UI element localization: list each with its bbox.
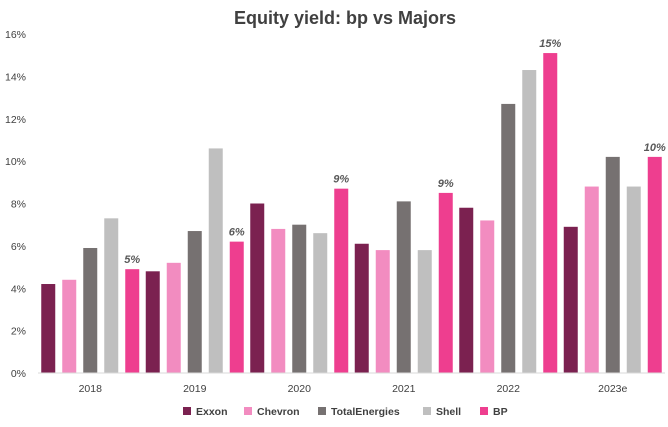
legend-swatch-totalenergies xyxy=(318,407,326,415)
y-tick-label: 6% xyxy=(11,241,26,253)
legend-label-totalenergies: TotalEnergies xyxy=(331,406,400,418)
y-tick-label: 0% xyxy=(11,368,26,380)
legend-label-chevron: Chevron xyxy=(257,406,300,418)
x-tick-label: 2022 xyxy=(497,383,521,395)
bar-chevron-2019 xyxy=(166,262,181,373)
legend-swatch-chevron xyxy=(244,407,252,415)
bar-shell-2019 xyxy=(208,148,223,373)
bar-shell-2022 xyxy=(522,70,537,374)
bar-bp-2020 xyxy=(334,188,349,373)
bar-totalenergies-2020 xyxy=(292,224,307,373)
x-tick-label: 2020 xyxy=(288,383,312,395)
x-axis-ticks: 2018 2019 2020 2021 2022 2023e xyxy=(79,383,628,395)
y-tick-label: 16% xyxy=(5,29,26,41)
bar-bp-2018 xyxy=(125,269,140,373)
bar-chevron-2018 xyxy=(62,279,77,373)
bar-bp-2021 xyxy=(438,192,453,373)
legend-label-shell: Shell xyxy=(436,406,461,418)
bar-chevron-2022 xyxy=(480,220,495,373)
bar-totalenergies-2019 xyxy=(187,231,202,373)
legend-item-exxon: Exxon xyxy=(183,406,228,418)
x-tick-label: 2019 xyxy=(183,383,207,395)
bar-exxon-2020 xyxy=(250,203,265,373)
bar-chevron-2023e xyxy=(584,186,599,373)
legend: Exxon Chevron TotalEnergies Shell BP xyxy=(183,406,508,418)
legend-item-chevron: Chevron xyxy=(244,406,300,418)
data-label-bp-2018: 5% xyxy=(124,254,140,266)
y-tick-label: 10% xyxy=(5,156,26,168)
data-labels: 5% 6% 9% 9% 15% 10% xyxy=(124,38,666,266)
y-tick-label: 12% xyxy=(5,114,26,126)
data-label-bp-2019: 6% xyxy=(229,227,245,239)
bar-totalenergies-2021 xyxy=(396,201,411,373)
legend-swatch-exxon xyxy=(183,407,191,415)
x-tick-label: 2018 xyxy=(79,383,103,395)
bars xyxy=(41,53,662,374)
legend-swatch-bp xyxy=(480,407,488,415)
legend-swatch-shell xyxy=(423,407,431,415)
y-axis-ticks: 0% 2% 4% 6% 8% 10% 12% 14% 16% xyxy=(5,29,26,380)
bar-shell-2020 xyxy=(313,233,328,373)
bar-exxon-2022 xyxy=(459,207,474,373)
bar-shell-2023e xyxy=(626,186,641,373)
data-label-bp-2023e: 10% xyxy=(644,142,666,154)
bar-exxon-2023e xyxy=(563,226,578,373)
y-tick-label: 2% xyxy=(11,326,26,338)
bar-totalenergies-2018 xyxy=(83,247,98,373)
bar-exxon-2018 xyxy=(41,284,56,373)
bar-exxon-2019 xyxy=(145,271,160,373)
data-label-bp-2020: 9% xyxy=(333,174,349,186)
bar-shell-2018 xyxy=(104,218,119,373)
legend-label-bp: BP xyxy=(493,406,508,418)
chart-title: Equity yield: bp vs Majors xyxy=(234,8,456,28)
y-tick-label: 8% xyxy=(11,199,26,211)
x-tick-label: 2023e xyxy=(598,383,627,395)
bar-totalenergies-2023e xyxy=(605,156,620,373)
bar-bp-2019 xyxy=(229,241,244,373)
bar-exxon-2021 xyxy=(354,243,369,373)
bar-totalenergies-2022 xyxy=(501,103,516,373)
legend-item-bp: BP xyxy=(480,406,508,418)
data-label-bp-2021: 9% xyxy=(438,178,454,190)
data-label-bp-2022: 15% xyxy=(539,38,561,50)
legend-item-totalenergies: TotalEnergies xyxy=(318,406,400,418)
bar-shell-2021 xyxy=(417,250,432,373)
bar-chevron-2020 xyxy=(271,228,286,373)
bar-chevron-2021 xyxy=(375,250,390,373)
x-tick-label: 2021 xyxy=(392,383,416,395)
y-tick-label: 4% xyxy=(11,283,26,295)
bar-bp-2022 xyxy=(543,53,558,373)
bar-bp-2023e xyxy=(647,156,662,373)
legend-item-shell: Shell xyxy=(423,406,461,418)
legend-label-exxon: Exxon xyxy=(196,406,228,418)
y-tick-label: 14% xyxy=(5,71,26,83)
